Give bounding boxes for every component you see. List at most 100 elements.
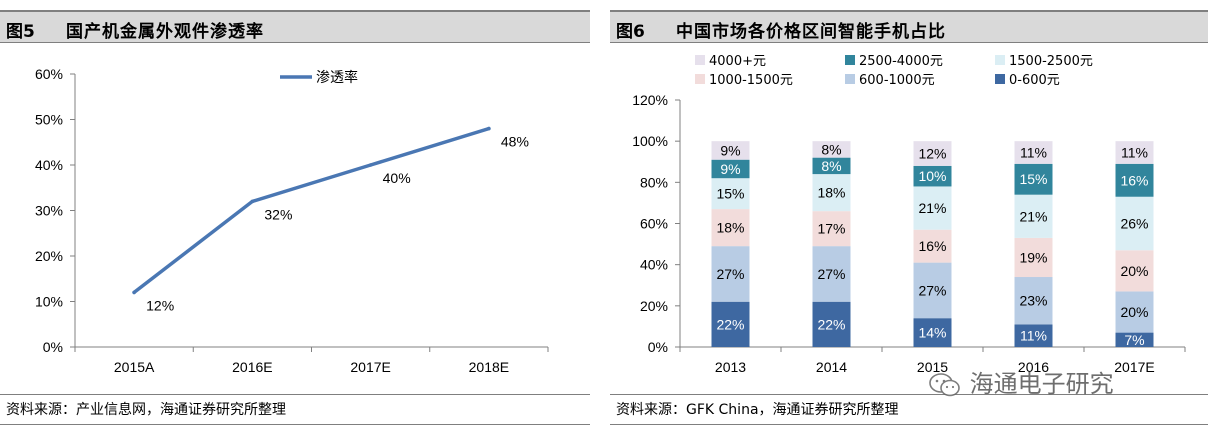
x-tick-label: 2016E	[232, 359, 272, 375]
data-point	[250, 199, 255, 204]
bar-segment	[1115, 163, 1154, 197]
bar-segment-label: 27%	[817, 266, 845, 282]
y-tick-label: 60%	[640, 216, 668, 232]
legend-label: 1000-1500元	[709, 73, 793, 88]
bar-segment-label: 26%	[1120, 216, 1148, 232]
bar-segment-label: 8%	[821, 158, 841, 174]
figure-5-panel: 图5 国产机金属外观件渗透率 0% 10% 20% 30% 40% 50% 60% 2015A…	[0, 0, 590, 434]
y-tick-label: 10%	[35, 294, 63, 310]
figure-6-number: 图6	[616, 22, 645, 42]
y-tick-label: 50%	[35, 112, 63, 128]
figure-5-title: 国产机金属外观件渗透率	[66, 22, 264, 42]
bar-segment-label: 11%	[1020, 328, 1047, 344]
legend-swatch	[695, 55, 705, 65]
legend-label: 0-600元	[1009, 73, 1060, 88]
data-point	[368, 163, 373, 167]
legend-label: 1500-2500元	[1009, 54, 1093, 69]
legend-swatch	[995, 55, 1005, 65]
bar-segment-label: 15%	[1019, 171, 1047, 187]
y-tick-label: 0%	[648, 339, 668, 355]
bar-segment	[913, 186, 952, 230]
y-tick-label: 100%	[632, 133, 668, 149]
bar-segment-label: 9%	[720, 161, 740, 177]
legend-label: 2500-4000元	[859, 54, 943, 69]
data-label: 40%	[383, 170, 411, 186]
data-label: 12%	[146, 297, 174, 313]
bar-segment	[812, 211, 851, 247]
bar-segment	[711, 209, 750, 247]
bar-segment-label: 27%	[918, 282, 946, 298]
bar-segment-label: 12%	[918, 146, 946, 162]
y-tick-label: 20%	[640, 298, 668, 314]
legend-swatch	[995, 74, 1005, 84]
x-tick-label: 2017E	[350, 359, 390, 375]
figure-5-number: 图5	[6, 22, 35, 42]
bar-segment	[1115, 141, 1154, 164]
bar-segment	[711, 301, 750, 347]
bar-segment-label: 15%	[716, 186, 744, 202]
y-tick-label: 80%	[640, 174, 668, 190]
bar-segment	[913, 165, 952, 187]
bar-segment	[711, 159, 750, 179]
x-tick-label: 2016	[1018, 359, 1049, 375]
bar-segment-label: 21%	[1019, 208, 1047, 224]
x-tick-label: 2017E	[1114, 359, 1154, 375]
bar-segment	[1014, 194, 1053, 238]
y-tick-label: 40%	[640, 257, 668, 273]
bar-segment	[812, 246, 851, 302]
bar-segment	[1014, 141, 1053, 164]
bar-segment-label: 16%	[1120, 172, 1148, 188]
bar-segment-label: 18%	[817, 185, 845, 201]
bar-segment	[812, 157, 851, 175]
bar-segment-label: 22%	[817, 316, 845, 332]
bar-segment-label: 19%	[1019, 249, 1047, 265]
legend-label: 600-1000元	[859, 73, 935, 88]
bar-segment	[711, 141, 750, 160]
x-tick-label: 2015	[917, 359, 948, 375]
bar-segment-label: 23%	[1019, 293, 1047, 309]
x-tick-label: 2013	[715, 359, 746, 375]
legend-label: 4000+元	[709, 54, 766, 69]
bar-segment-label: 20%	[1120, 304, 1148, 320]
line-chart: 0% 10% 20% 30% 40% 50% 60% 2015A 2016E 2017E 2018E…	[35, 66, 549, 375]
figure-5-source: 资料来源：产业信息网，海通证券研究所整理	[6, 402, 286, 418]
x-tick-label: 2018E	[469, 359, 509, 375]
bar-segment-label: 18%	[716, 220, 744, 236]
watermark-text: 海通电子研究	[969, 370, 1114, 398]
y-tick-label: 40%	[35, 157, 63, 173]
bar-segment	[1115, 291, 1154, 333]
bar-segment	[913, 318, 952, 347]
bar-segment	[1115, 250, 1154, 292]
figure-6-divider	[610, 394, 1208, 395]
bar-segment	[812, 141, 851, 158]
wechat-icon	[929, 373, 960, 397]
legend-swatch	[845, 74, 855, 84]
bar-segment	[1115, 332, 1154, 347]
bar-segment-label: 16%	[918, 238, 946, 254]
figure-6-source: 资料来源：GFK China，海通证券研究所整理	[616, 402, 899, 418]
bar-segment-label: 8%	[821, 141, 841, 157]
bar-segment	[711, 246, 750, 302]
data-point	[132, 290, 136, 295]
figure-5-header: 图5 国产机金属外观件渗透率	[0, 10, 590, 43]
figure-6-panel: 图6 中国市场各价格区间智能手机占比 0% 20% 40% 60% 80% 100% 120…	[610, 0, 1208, 434]
bar-segment-label: 11%	[1121, 144, 1148, 160]
bar-segment-label: 27%	[716, 266, 744, 282]
x-tick-label: 2015A	[114, 359, 155, 375]
figure-6-header: 图6 中国市场各价格区间智能手机占比	[610, 10, 1208, 43]
bar-segment-label: 14%	[918, 325, 946, 341]
figure-6-bottom-rule	[610, 424, 1208, 425]
figure-6-title: 中国市场各价格区间智能手机占比	[676, 22, 946, 42]
bar-segment-label: 10%	[918, 168, 946, 184]
bar-segment-label: 21%	[918, 200, 946, 216]
watermark: 海通电子研究	[928, 364, 1114, 399]
data-label: 48%	[501, 134, 529, 150]
bar-segment-label: 9%	[720, 142, 740, 158]
bar-segment	[812, 301, 851, 347]
bar-segment	[913, 262, 952, 319]
series-line	[132, 126, 491, 295]
legend-swatch	[695, 74, 705, 84]
bar-segment	[913, 141, 952, 166]
y-tick-label: 60%	[35, 66, 63, 82]
bar-segment	[1014, 324, 1053, 347]
